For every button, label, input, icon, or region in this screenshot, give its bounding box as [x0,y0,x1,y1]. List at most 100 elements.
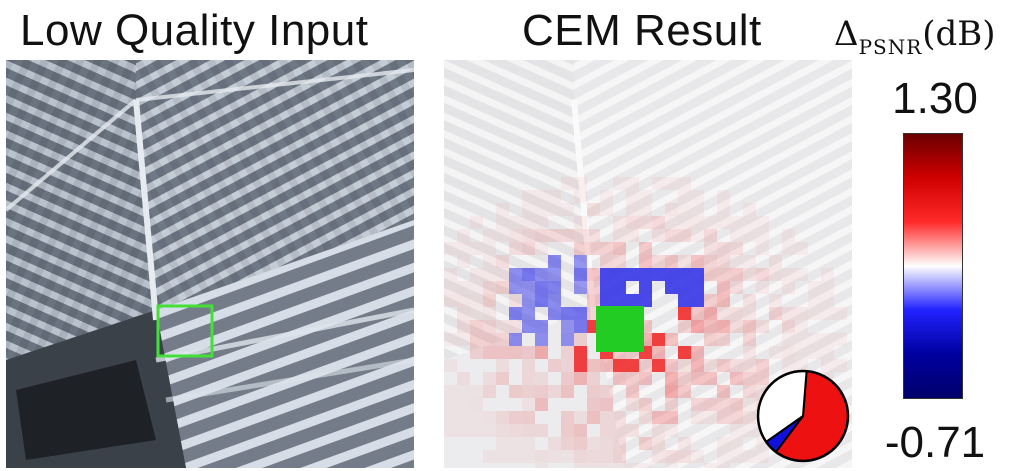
heatmap-cell [509,437,522,450]
heatmap-cell [587,398,600,411]
heatmap-cell [691,307,704,320]
heatmap-cell [457,424,470,437]
heatmap-cell [574,177,587,190]
heatmap-cell [665,255,678,268]
heatmap-cell [457,333,470,346]
heatmap-cell [639,255,652,268]
heatmap-cell [665,463,678,468]
heatmap-cell [704,255,717,268]
heatmap-cell [743,372,756,385]
heatmap-cell [600,359,613,372]
patch-highlight [596,306,644,352]
heatmap-cell [522,424,535,437]
heatmap-cell [522,320,535,333]
heatmap-cell [730,450,743,463]
heatmap-cell [600,281,613,294]
heatmap-cell [743,229,756,242]
heatmap-cell [561,229,574,242]
heatmap-cell [626,190,639,203]
heatmap-cell [821,294,834,307]
heatmap-cell [574,359,587,372]
heatmap-cell [522,411,535,424]
heatmap-cell [574,411,587,424]
heatmap-cell [535,320,548,333]
heatmap-cell [678,450,691,463]
heatmap-cell [457,411,470,424]
heatmap-cell [444,424,457,437]
heatmap-cell [613,255,626,268]
heatmap-cell [756,359,769,372]
heatmap-cell [782,229,795,242]
heatmap-cell [548,450,561,463]
heatmap-cell [548,307,561,320]
heatmap-cell [535,216,548,229]
heatmap-cell [561,437,574,450]
heatmap-cell [717,242,730,255]
heatmap-cell [756,242,769,255]
heatmap-cell [678,203,691,216]
heatmap-cell [769,307,782,320]
heatmap-cell [509,268,522,281]
heatmap-cell [509,450,522,463]
heatmap-cell [782,320,795,333]
heatmap-cell [756,216,769,229]
heatmap-cell [717,463,730,468]
heatmap-cell [509,216,522,229]
heatmap-cell [730,359,743,372]
heatmap-cell [457,320,470,333]
heatmap-cell [613,437,626,450]
heatmap-cell [483,346,496,359]
heatmap-cell [496,320,509,333]
heatmap-cell [496,229,509,242]
colorbar [903,133,963,399]
heatmap-cell [808,294,821,307]
heatmap-cell [574,437,587,450]
heatmap-cell [665,229,678,242]
heatmap-cell [522,294,535,307]
heatmap-cell [587,229,600,242]
heatmap-cell [678,216,691,229]
heatmap-cell [600,190,613,203]
heatmap-cell [574,424,587,437]
heatmap-cell [730,242,743,255]
heatmap-cell [717,411,730,424]
heatmap-cell [496,216,509,229]
heatmap-cell [808,346,821,359]
heatmap-cell [730,411,743,424]
heatmap-cell [756,268,769,281]
heatmap-cell [782,242,795,255]
heatmap-cell [639,437,652,450]
heatmap-cell [535,346,548,359]
heatmap-cell [561,177,574,190]
low-quality-input-image [6,60,414,468]
heatmap-cell [457,255,470,268]
patch-highlight-box [156,304,214,358]
heatmap-cell [470,242,483,255]
heatmap-cell [574,320,587,333]
heatmap-cell [665,281,678,294]
heatmap-cell [782,307,795,320]
heatmap-cell [834,307,847,320]
heatmap-cell [522,281,535,294]
heatmap-cell [626,463,639,468]
heatmap-cell [639,190,652,203]
cem-result-title: CEM Result [522,6,762,55]
heatmap-cell [535,450,548,463]
heatmap-cell [444,411,457,424]
heatmap-cell [457,307,470,320]
heatmap-cell [717,294,730,307]
heatmap-cell [678,294,691,307]
heatmap-cell [509,346,522,359]
heatmap-cell [535,424,548,437]
heatmap-cell [613,411,626,424]
heatmap-cell [639,203,652,216]
db-unit: (dB) [922,14,996,54]
heatmap-cell [665,268,678,281]
heatmap-cell [717,307,730,320]
heatmap-cell [574,216,587,229]
heatmap-cell [457,294,470,307]
heatmap-cell [730,229,743,242]
heatmap-cell [587,203,600,216]
heatmap-cell [743,268,756,281]
heatmap-cell [574,268,587,281]
